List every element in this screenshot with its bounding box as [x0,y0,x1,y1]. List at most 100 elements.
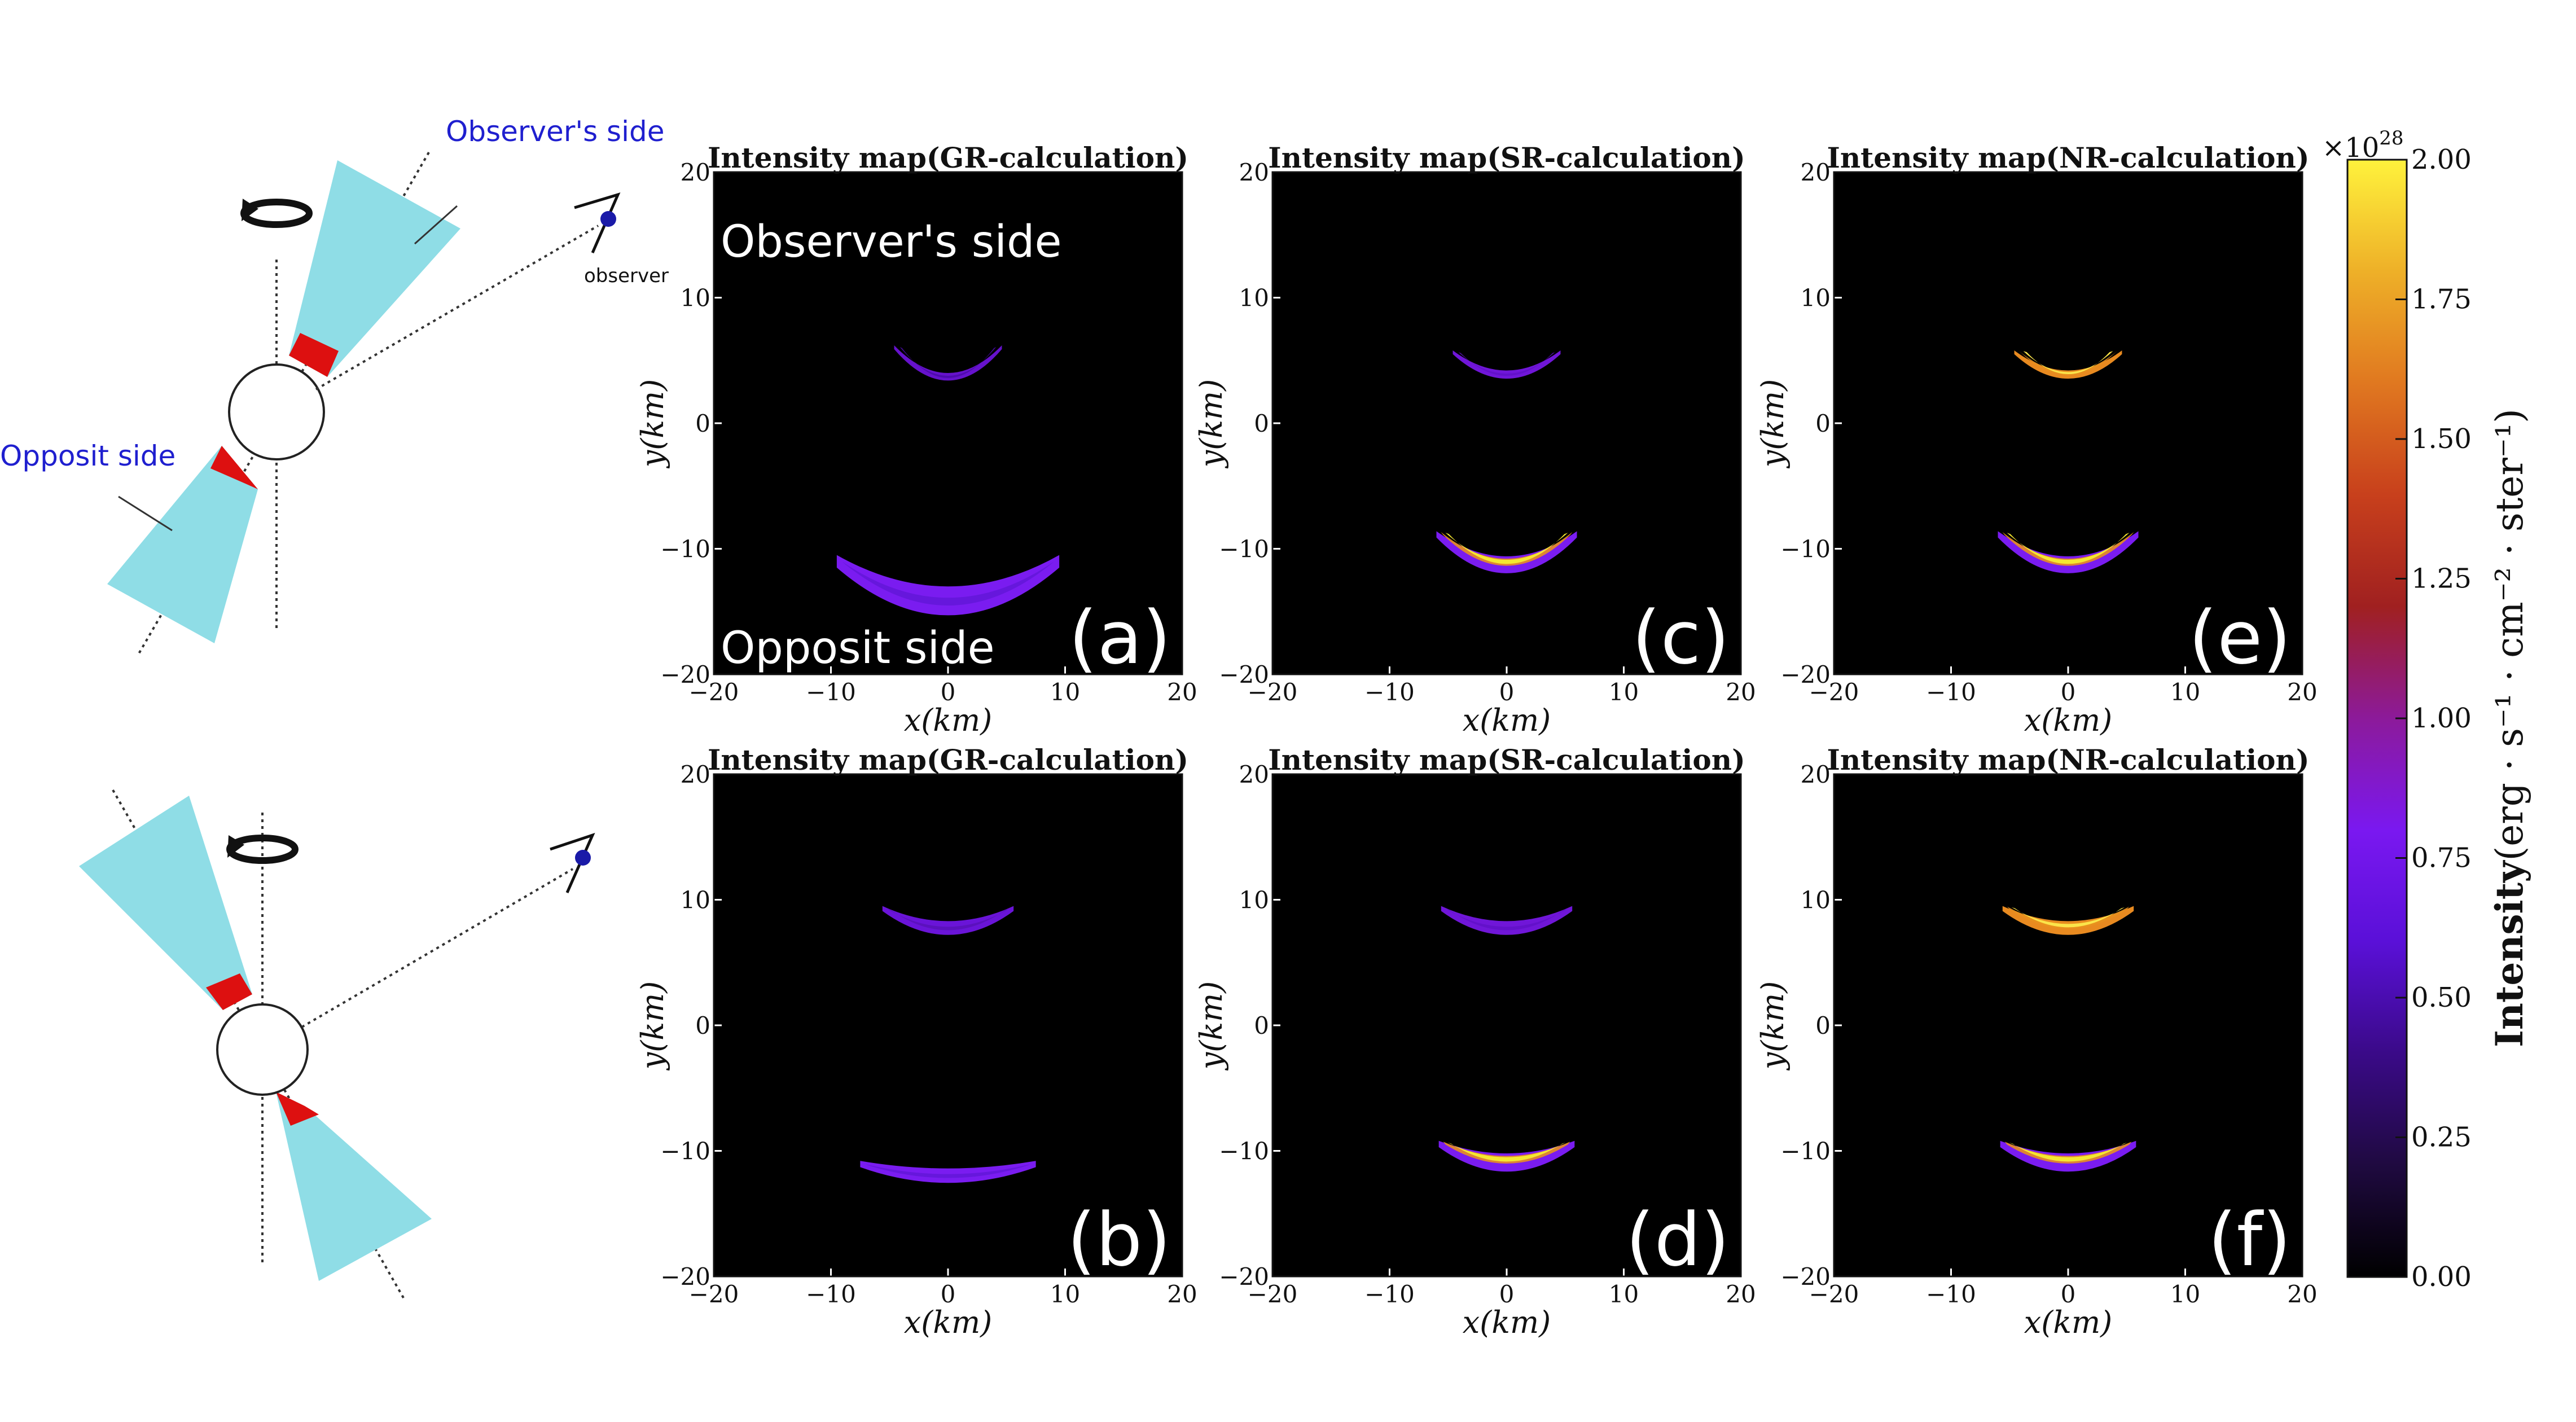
emission-arc [836,555,1060,616]
rotation-arrow-icon [226,835,299,864]
panel-title: Intensity map(GR-calculation) [708,141,1188,174]
x-axis-label: x(km) [904,703,993,738]
y-tick-label: 10 [1239,886,1269,914]
emission-arc-glow [1443,1142,1570,1164]
colorbar-tick-label: 2.00 [2411,144,2472,175]
colorbar-tick-label: 0.00 [2411,1261,2472,1293]
y-axis-label: y(km) [1755,379,1791,469]
emission-arc-glow [2007,906,2130,929]
y-tick-label: 20 [681,159,710,186]
x-tick-label: 20 [1167,1280,1197,1308]
panel-letter: (a) [1069,595,1171,681]
x-tick-label: −10 [1364,1280,1415,1308]
y-tick-label: 10 [1801,284,1831,312]
plot-background [1834,172,2302,674]
panel-title: Intensity map(NR-calculation) [1827,743,2309,776]
eye-icon [550,832,595,894]
annotation-opposite-side: Opposit side [721,623,995,674]
y-tick-label: 10 [1239,284,1269,312]
y-tick-label: −10 [1780,1138,1831,1165]
emission-arc [2014,350,2122,379]
colorbar-tick-label: 0.75 [2411,842,2472,874]
x-tick-label: 10 [2170,1280,2200,1308]
plot-background [1272,774,1741,1276]
y-tick-label: −10 [1219,536,1269,563]
emission-arc [1452,350,1561,379]
x-tick-label: 20 [2287,678,2317,706]
panel-title: Intensity map(SR-calculation) [1268,743,1745,776]
x-tick-label: −10 [806,1280,856,1308]
observer-side-label: Observer's side [446,115,665,148]
y-axis-label: y(km) [635,379,670,469]
emission-arc [860,1161,1036,1183]
emission-arc [1441,906,1573,935]
y-tick-label: 20 [1801,159,1831,186]
x-tick-label: −20 [1248,1280,1298,1308]
upper-emission-cone [79,796,252,1010]
plot-background [1834,774,2302,1276]
line-of-sight [315,225,599,390]
x-tick-label: 10 [1609,678,1639,706]
emission-arc-core [866,1164,1030,1178]
y-tick-label: 20 [1239,159,1269,186]
plot-frame [713,171,1183,675]
y-tick-label: 0 [1815,410,1831,437]
y-axis-label: y(km) [1755,981,1791,1071]
emission-arc-glow [2002,532,2134,566]
opposite-side-label: Opposit side [0,440,175,472]
panel-letter: (b) [1067,1197,1171,1283]
emission-arc [2002,906,2134,935]
x-tick-label: 0 [1499,678,1515,706]
y-tick-label: −20 [1219,661,1269,688]
colorbar-tick-label: 0.25 [2411,1122,2472,1153]
x-tick-label: 10 [1050,678,1080,706]
x-tick-label: −10 [1926,678,1976,706]
panel-letter: (e) [2189,595,2291,681]
lower-hotspot [276,1092,319,1126]
plot-background [714,774,1182,1276]
upper-hotspot [206,973,252,1010]
x-tick-label: −10 [806,678,856,706]
neutron-star [228,363,325,460]
x-tick-label: −20 [1809,1280,1859,1308]
schematic-top: Observer's side Opposit side observer [0,115,669,656]
annotation-observer-side: Observer's side [721,217,1062,267]
plot-frame [1833,171,2303,675]
x-tick-label: −20 [689,1280,739,1308]
x-tick-label: −20 [1248,678,1298,706]
y-tick-label: −20 [1780,661,1831,688]
x-tick-label: −20 [1809,678,1859,706]
upper-emission-cone [289,160,460,377]
x-tick-label: 0 [2061,1280,2076,1308]
x-axis-label: x(km) [1463,1305,1551,1340]
y-tick-label: −10 [1780,536,1831,563]
emission-arc [1998,531,2139,573]
plot-frame [1833,773,2303,1278]
y-tick-label: 20 [1801,761,1831,788]
emission-arc-glow [1441,532,1573,566]
y-tick-label: 0 [1254,1012,1269,1039]
y-axis-label: y(km) [635,981,670,1071]
colorbar-label: Intensity(erg · s⁻¹ · cm⁻² · ster⁻¹) [2487,409,2531,1047]
x-tick-label: 10 [1609,1280,1639,1308]
x-tick-label: 20 [1726,678,1756,706]
x-tick-label: −10 [1926,1280,1976,1308]
colorbar: 0.00 0.25 0.50 0.75 1.00 1.25 1.50 1.75 2.00 ×10… [2322,127,2531,1293]
x-tick-label: 20 [1167,678,1197,706]
x-tick-label: 0 [1499,1280,1515,1308]
colorbar-tick-label: 1.00 [2411,703,2472,734]
y-axis-label: y(km) [1193,379,1229,469]
colorbar-tick-label: 1.50 [2411,423,2472,455]
y-tick-label: 0 [695,1012,710,1039]
panel-title: Intensity map(GR-calculation) [708,743,1188,776]
plot-frame [1271,171,1742,675]
y-tick-label: 10 [681,284,710,312]
x-tick-label: 0 [2061,678,2076,706]
y-tick-label: 0 [1254,410,1269,437]
eye-icon [574,192,621,254]
y-tick-label: −10 [660,536,710,563]
